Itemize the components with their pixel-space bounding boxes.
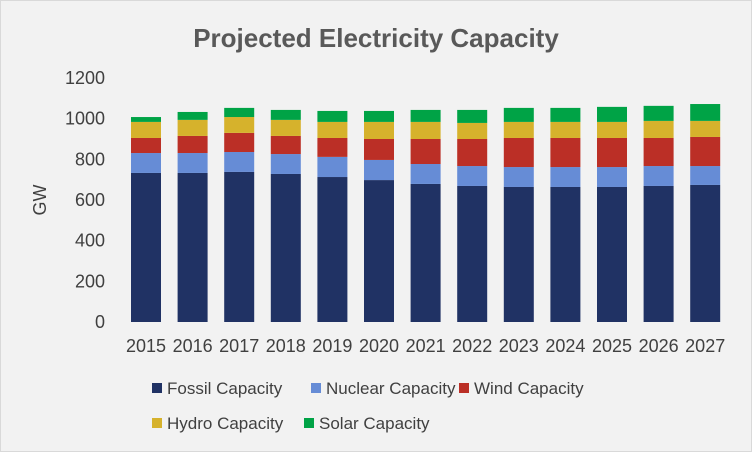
bar-segment-nuclear-capacity (550, 167, 581, 187)
x-tick-label: 2021 (406, 336, 446, 356)
bar-segment-fossil-capacity (503, 186, 534, 322)
bar-segment-nuclear-capacity (597, 167, 627, 187)
bar-segment-solar-capacity (177, 111, 208, 120)
bar-segment-fossil-capacity (597, 186, 627, 322)
x-tick-label: 2020 (359, 336, 399, 356)
bar-segment-hydro-capacity (643, 120, 674, 138)
bar-segment-fossil-capacity (410, 183, 441, 322)
bar-segment-wind-capacity (317, 137, 348, 157)
x-tick-label: 2025 (592, 336, 632, 356)
bar-segment-fossil-capacity (550, 186, 581, 322)
bar-segment-nuclear-capacity (457, 166, 488, 186)
bar-segment-hydro-capacity (270, 119, 301, 136)
bar-segment-fossil-capacity (364, 180, 394, 322)
bar-segment-solar-capacity (503, 107, 534, 122)
bar-segment-wind-capacity (270, 135, 301, 155)
bar-segment-hydro-capacity (503, 121, 534, 138)
bar-segment-nuclear-capacity (690, 166, 721, 185)
bar-segment-hydro-capacity (224, 117, 255, 133)
bar-segment-wind-capacity (131, 137, 161, 154)
x-tick-label: 2018 (266, 336, 306, 356)
bar-segment-nuclear-capacity (364, 159, 394, 181)
legend-swatch (311, 383, 321, 393)
legend-entry: Hydro Capacity (167, 414, 284, 433)
bar-segment-nuclear-capacity (503, 167, 534, 187)
bar-segment-hydro-capacity (177, 119, 208, 136)
bar-segment-fossil-capacity (131, 172, 161, 322)
bar-segment-hydro-capacity (131, 121, 161, 138)
legend-swatch (459, 383, 469, 393)
bar-segment-wind-capacity (690, 136, 721, 167)
x-tick-label: 2022 (452, 336, 492, 356)
y-tick-label: 0 (95, 312, 105, 332)
bar-segment-wind-capacity (410, 139, 441, 165)
bar-segment-wind-capacity (177, 135, 208, 154)
bar-segment-hydro-capacity (550, 121, 581, 138)
bar-segment-fossil-capacity (690, 184, 721, 322)
bar-segment-solar-capacity (224, 107, 255, 118)
x-tick-label: 2015 (126, 336, 166, 356)
x-tick-label: 2024 (545, 336, 585, 356)
y-tick-label: 1200 (65, 68, 105, 88)
bar-segment-hydro-capacity (410, 121, 441, 139)
x-tick-label: 2016 (173, 336, 213, 356)
legend-entry: Wind Capacity (474, 379, 584, 398)
bar-segment-solar-capacity (410, 109, 441, 122)
x-tick-label: 2019 (312, 336, 352, 356)
bar-segment-nuclear-capacity (270, 154, 301, 174)
bar-segment-solar-capacity (643, 105, 674, 121)
bar-segment-wind-capacity (364, 139, 394, 160)
bar-segment-nuclear-capacity (224, 152, 255, 172)
bar-segment-solar-capacity (317, 110, 348, 122)
bar-segment-solar-capacity (270, 109, 301, 120)
bar-segment-solar-capacity (364, 110, 394, 122)
bar-segment-nuclear-capacity (317, 156, 348, 178)
bar-segment-solar-capacity (597, 106, 627, 122)
legend-entry: Solar Capacity (319, 414, 430, 433)
bar-segment-hydro-capacity (457, 122, 488, 139)
bar-segment-nuclear-capacity (131, 153, 161, 173)
bar-segment-wind-capacity (597, 137, 627, 168)
x-tick-label: 2027 (685, 336, 725, 356)
bar-segment-fossil-capacity (643, 185, 674, 322)
bar-segment-hydro-capacity (690, 120, 721, 137)
bar-segment-hydro-capacity (364, 121, 394, 139)
bar-segment-solar-capacity (690, 104, 721, 121)
bar-segment-hydro-capacity (597, 121, 627, 138)
y-tick-label: 200 (75, 271, 105, 291)
bar-segment-nuclear-capacity (643, 166, 674, 186)
legend-swatch (152, 418, 162, 428)
x-tick-label: 2017 (219, 336, 259, 356)
bar-segment-wind-capacity (224, 132, 255, 153)
chart-title: Projected Electricity Capacity (193, 23, 559, 53)
x-tick-label: 2026 (639, 336, 679, 356)
y-axis-label: GW (30, 184, 50, 215)
y-tick-label: 1000 (65, 109, 105, 129)
bar-segment-solar-capacity (457, 109, 488, 123)
y-tick-label: 400 (75, 231, 105, 251)
bar-segment-solar-capacity (550, 107, 581, 122)
bar-segment-nuclear-capacity (410, 164, 441, 184)
x-tick-label: 2023 (499, 336, 539, 356)
bar-segment-fossil-capacity (177, 172, 208, 322)
bar-segment-fossil-capacity (317, 177, 348, 322)
y-tick-label: 600 (75, 190, 105, 210)
legend-swatch (304, 418, 314, 428)
bar-segment-wind-capacity (457, 139, 488, 167)
legend-swatch (152, 383, 162, 393)
bar-segment-wind-capacity (503, 137, 534, 168)
y-tick-label: 800 (75, 149, 105, 169)
bar-segment-fossil-capacity (457, 185, 488, 322)
bar-segment-wind-capacity (643, 137, 674, 167)
legend-entry: Fossil Capacity (167, 379, 283, 398)
bar-segment-wind-capacity (550, 137, 581, 168)
legend-entry: Nuclear Capacity (326, 379, 456, 398)
bar-segment-solar-capacity (131, 117, 161, 122)
bar-segment-nuclear-capacity (177, 153, 208, 173)
bar-segment-hydro-capacity (317, 121, 348, 138)
bar-segment-fossil-capacity (270, 173, 301, 322)
bar-segment-fossil-capacity (224, 171, 255, 322)
